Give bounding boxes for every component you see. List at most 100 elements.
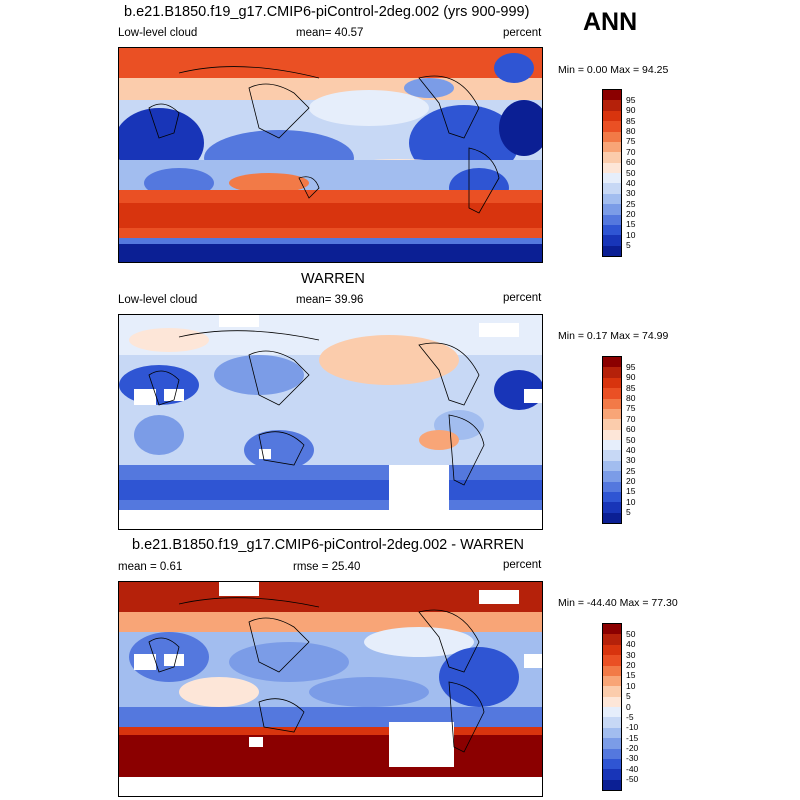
panel-1-title: b.e21.B1850.f19_g17.CMIP6-piControl-2deg… xyxy=(124,4,530,20)
colorbar-3-swatch xyxy=(603,696,621,707)
colorbar-1-swatch xyxy=(603,193,621,205)
colorbar-3 xyxy=(602,623,622,791)
colorbar-2-swatch xyxy=(603,450,621,461)
colorbar-1-tick-label: 85 xyxy=(626,115,636,126)
colorbar-3-tick-label: 0 xyxy=(626,701,631,712)
colorbar-3-swatch xyxy=(603,624,621,635)
colorbar-3-swatch xyxy=(603,758,621,770)
panel-1-map xyxy=(118,47,543,263)
colorbar-2-swatch xyxy=(603,502,621,513)
panel-3-rmse-label: rmse = 25.40 xyxy=(293,561,361,573)
colorbar-2-swatch xyxy=(603,398,621,409)
colorbar-2-tick-label: 75 xyxy=(626,403,636,414)
colorbar-3-tick-label: 30 xyxy=(626,649,636,660)
panel-1-units-label: percent xyxy=(503,27,542,39)
colorbar-3-swatch xyxy=(603,779,621,790)
colorbar-1-tick-label: 95 xyxy=(626,94,636,105)
colorbar-1-tick-label: 20 xyxy=(626,209,636,219)
colorbar-1-swatch xyxy=(603,183,621,194)
colorbar-1-tick-label: 70 xyxy=(626,146,636,157)
colorbar-2-tick-label: 20 xyxy=(626,476,636,486)
colorbar-1 xyxy=(602,89,622,257)
colorbar-2-swatch xyxy=(603,460,621,472)
colorbar-1-tick-label: 75 xyxy=(626,136,636,147)
colorbar-3-tick-label: 15 xyxy=(626,670,636,681)
colorbar-1-swatch xyxy=(603,245,621,256)
colorbar-2 xyxy=(602,356,622,524)
colorbar-3-tick-label: -50 xyxy=(626,774,639,785)
colorbar-2-swatch xyxy=(603,377,621,389)
colorbar-3-swatch xyxy=(603,655,621,666)
colorbar-3-tick-label: -5 xyxy=(626,711,634,722)
colorbar-1-swatch xyxy=(603,214,621,225)
colorbar-1-swatch xyxy=(603,90,621,101)
colorbar-1-swatch xyxy=(603,100,621,111)
colorbar-2-tick-label: 80 xyxy=(626,393,636,403)
colorbar-3-tick-label: -30 xyxy=(626,753,639,764)
colorbar-3-swatch xyxy=(603,707,621,718)
colorbar-3-tick-label: 20 xyxy=(626,660,636,670)
panel-3-title: b.e21.B1850.f19_g17.CMIP6-piControl-2deg… xyxy=(132,537,524,553)
colorbar-1-tick-label: 80 xyxy=(626,126,636,136)
panel-2-variable-label: Low-level cloud xyxy=(118,294,198,306)
colorbar-2-swatch xyxy=(603,512,621,523)
season-label: ANN xyxy=(583,8,638,36)
colorbar-1-swatch xyxy=(603,204,621,215)
colorbar-2-tick-label: 60 xyxy=(626,424,636,435)
panel-1-mean-label: mean= 40.57 xyxy=(296,27,364,39)
colorbar-1-tick-label: 30 xyxy=(626,188,636,199)
colorbar-2-swatch xyxy=(603,471,621,482)
colorbar-3-tick-label: -40 xyxy=(626,763,639,774)
colorbar-3-tick-label: -10 xyxy=(626,722,639,733)
colorbar-2-swatch xyxy=(603,367,621,378)
colorbar-2-tick-label: 50 xyxy=(626,434,636,445)
colorbar-3-swatch xyxy=(603,738,621,749)
colorbar-3-swatch xyxy=(603,634,621,645)
colorbar-2-tick-label: 95 xyxy=(626,361,636,372)
colorbar-3-tick-label: 50 xyxy=(626,628,636,639)
colorbar-2-tick-label: 25 xyxy=(626,465,636,476)
colorbar-2-tick-label: 15 xyxy=(626,486,636,497)
colorbar-3-swatch xyxy=(603,769,621,780)
colorbar-1-tick-label: 60 xyxy=(626,157,636,168)
colorbar-2-swatch xyxy=(603,388,621,399)
colorbar-1-swatch xyxy=(603,110,621,122)
colorbar-3-swatch xyxy=(603,727,621,739)
colorbar-2-swatch xyxy=(603,357,621,368)
panel-3-minmax: Min = -44.40 Max = 77.30 xyxy=(558,597,678,609)
colorbar-3-swatch xyxy=(603,675,621,687)
colorbar-1-swatch xyxy=(603,173,621,184)
colorbar-3-tick-label: 5 xyxy=(626,691,631,702)
colorbar-3-swatch xyxy=(603,748,621,759)
colorbar-1-swatch xyxy=(603,141,621,153)
colorbar-1-swatch xyxy=(603,152,621,163)
colorbar-3-swatch xyxy=(603,717,621,728)
colorbar-3-swatch xyxy=(603,686,621,697)
colorbar-2-tick-label: 70 xyxy=(626,413,636,424)
panel-1-variable-label: Low-level cloud xyxy=(118,27,198,39)
colorbar-1-swatch xyxy=(603,131,621,142)
colorbar-1-tick-label: 10 xyxy=(626,229,636,240)
panel-3-map xyxy=(118,581,543,797)
colorbar-1-swatch xyxy=(603,235,621,246)
colorbar-3-tick-label: -20 xyxy=(626,743,639,753)
colorbar-1-swatch xyxy=(603,121,621,132)
panel-3-units-label: percent xyxy=(503,559,542,571)
colorbar-2-swatch xyxy=(603,408,621,420)
colorbar-2-tick-label: 90 xyxy=(626,372,636,383)
panel-1-map-svg xyxy=(119,48,542,262)
colorbar-1-swatch xyxy=(603,162,621,173)
panel-3-map-svg xyxy=(119,582,542,796)
colorbar-1-tick-label: 90 xyxy=(626,105,636,116)
panel-1-minmax: Min = 0.00 Max = 94.25 xyxy=(558,64,669,76)
colorbar-3-swatch xyxy=(603,644,621,656)
panel-3-mean-label: mean = 0.61 xyxy=(118,561,183,573)
panel-2-units-label: percent xyxy=(503,292,542,304)
colorbar-1-tick-label: 50 xyxy=(626,167,636,178)
colorbar-1-tick-label: 5 xyxy=(626,240,631,251)
colorbar-2-tick-label: 10 xyxy=(626,496,636,507)
colorbar-2-swatch xyxy=(603,440,621,451)
colorbar-2-tick-label: 30 xyxy=(626,455,636,466)
panel-2-map xyxy=(118,314,543,530)
colorbar-1-tick-label: 15 xyxy=(626,219,636,230)
